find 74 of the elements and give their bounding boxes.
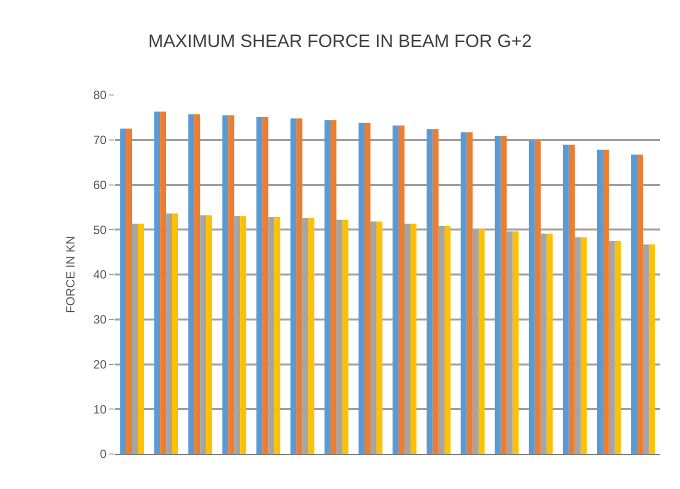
bar <box>296 118 302 454</box>
bar <box>596 150 603 454</box>
bar <box>528 140 535 454</box>
bar <box>302 218 308 454</box>
bar <box>410 224 416 454</box>
bar <box>342 220 348 454</box>
y-tick-label: 50 <box>93 222 107 237</box>
bar <box>614 240 621 454</box>
y-tick-label: 70 <box>93 133 107 148</box>
bar <box>126 128 132 454</box>
bar <box>432 129 439 454</box>
bar <box>376 222 382 454</box>
bar <box>172 213 178 454</box>
bar <box>562 144 569 454</box>
bar <box>160 112 166 454</box>
bar <box>290 118 296 454</box>
bar <box>580 237 587 454</box>
bar <box>268 217 274 454</box>
bar <box>206 215 212 454</box>
bar <box>370 222 376 454</box>
bar <box>188 114 194 454</box>
bar <box>602 150 609 454</box>
bar <box>120 128 126 454</box>
bar <box>200 215 206 454</box>
y-tick-label: 40 <box>93 268 107 282</box>
chart-title: MAXIMUM SHEAR FORCE IN BEAM FOR G+2 <box>148 30 532 51</box>
bar <box>534 140 541 454</box>
bar <box>228 115 234 454</box>
bar <box>438 226 445 454</box>
bar <box>262 116 268 454</box>
bar <box>642 244 649 454</box>
bar <box>392 126 399 454</box>
bar <box>500 136 507 454</box>
bar <box>494 136 501 454</box>
bar <box>234 216 240 454</box>
y-tick-label: 30 <box>93 312 107 327</box>
y-axis-title: FORCE IN KN <box>64 236 78 314</box>
y-tick-label: 0 <box>100 447 107 462</box>
y-tick-label: 10 <box>93 402 107 416</box>
bar <box>398 126 405 454</box>
bar <box>472 228 479 454</box>
y-tick-label: 60 <box>93 178 107 192</box>
bar <box>330 120 336 454</box>
bar <box>546 234 553 454</box>
bar <box>308 218 314 454</box>
bar <box>240 216 246 454</box>
y-tick-label: 80 <box>93 88 107 102</box>
bar <box>637 154 643 454</box>
bar <box>154 112 160 454</box>
bar <box>574 237 581 454</box>
bar <box>358 122 365 454</box>
bar <box>608 240 615 454</box>
bar <box>336 220 342 454</box>
bar <box>194 114 200 454</box>
bar <box>222 115 228 454</box>
bar <box>466 132 473 454</box>
bar <box>444 226 451 454</box>
bar <box>540 234 547 454</box>
bar <box>132 224 138 454</box>
bar <box>460 132 467 454</box>
bar <box>512 231 519 454</box>
bar <box>426 129 433 454</box>
bar <box>324 120 330 454</box>
bar <box>568 144 575 454</box>
bar <box>166 213 172 454</box>
bar <box>404 224 410 454</box>
bar <box>364 122 370 454</box>
y-tick-label: 20 <box>93 357 107 372</box>
bar <box>274 217 280 454</box>
bar <box>631 154 638 454</box>
bar <box>648 244 655 454</box>
bar <box>138 224 144 454</box>
bar <box>256 116 262 454</box>
bar <box>478 228 485 454</box>
